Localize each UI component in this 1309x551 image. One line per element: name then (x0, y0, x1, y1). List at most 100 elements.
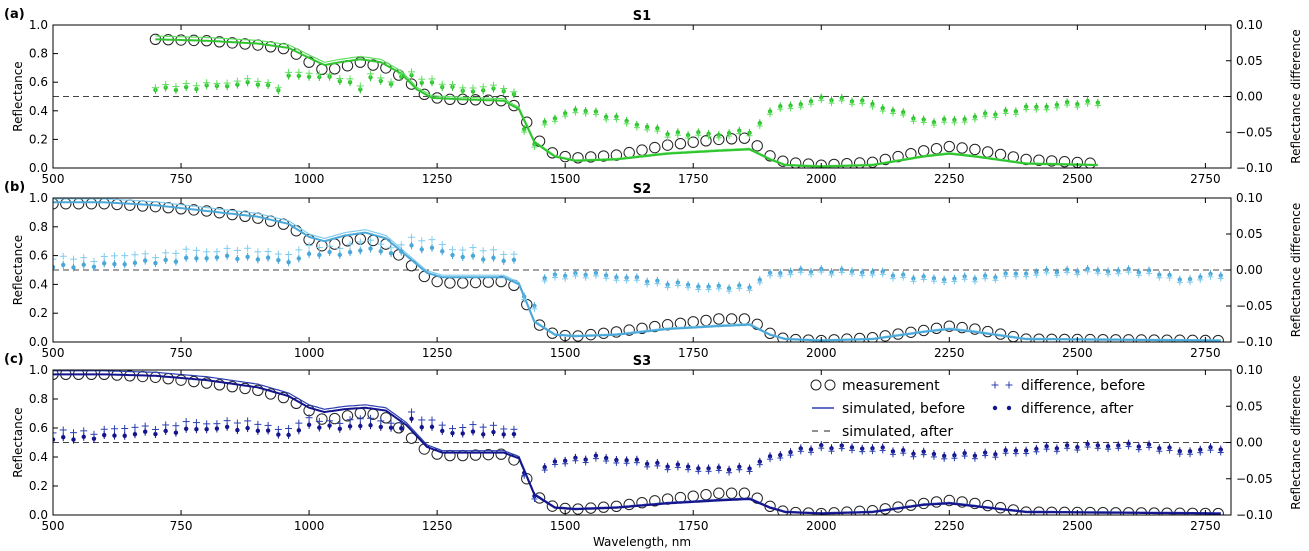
measurement-point (982, 499, 994, 512)
x-tick-label: 1250 (422, 172, 453, 186)
y2-tick-label: 0.10 (1236, 18, 1263, 32)
measurement-point (546, 147, 559, 159)
measurement-point (674, 137, 687, 150)
measurement-point (687, 316, 699, 328)
y-tick-label: 0.4 (29, 104, 48, 118)
y2-axis-label: Reflectance difference (1289, 29, 1303, 163)
y2-tick-label: 0.00 (1236, 263, 1263, 277)
panel-title: S2 (633, 182, 651, 197)
legend-marker-dot (992, 405, 998, 411)
x-tick-label: 1000 (294, 172, 325, 186)
x-tick-label: 2500 (1062, 172, 1093, 186)
x-tick-label: 2000 (806, 519, 837, 533)
simulated-before-line (155, 35, 1098, 167)
measurement-point (341, 410, 354, 422)
simulated-after-line (155, 38, 1098, 168)
y-tick-label: 0.2 (29, 306, 48, 320)
measurement-point (72, 198, 85, 210)
x-tick-label: 1750 (678, 519, 709, 533)
x-tick-label: 1750 (678, 346, 709, 360)
x-tick-label: 1000 (294, 346, 325, 360)
x-tick-label: 1500 (550, 519, 581, 533)
x-tick-label: 500 (42, 346, 65, 360)
x-tick-label: 1500 (550, 172, 581, 186)
measurement-point (533, 319, 546, 331)
x-tick-label: 2750 (1190, 519, 1221, 533)
y-tick-label: 0.0 (29, 508, 48, 522)
measurement-point (956, 321, 968, 334)
measurement-point (661, 139, 674, 151)
difference-after-series (53, 414, 1223, 501)
x-tick-label: 2000 (806, 346, 837, 360)
difference-before-series (151, 68, 1101, 151)
y-tick-label: 0.4 (29, 450, 48, 464)
measurement-point (111, 198, 123, 211)
y2-tick-label: 0.00 (1236, 436, 1263, 450)
measurement-point (841, 158, 853, 168)
measurement-point (85, 198, 98, 210)
y-tick-label: 0.6 (29, 421, 48, 435)
measurement-point (956, 142, 968, 154)
y-tick-label: 0.2 (29, 132, 48, 146)
y2-tick-label: 0.10 (1236, 191, 1263, 205)
measurement-point (469, 449, 482, 461)
measurement-point (316, 240, 328, 252)
legend: measurement difference, before simulated, … (810, 378, 1145, 440)
measurement-point (969, 497, 981, 510)
measurement-point (328, 412, 341, 425)
measurement-point (136, 200, 149, 212)
measurement-point (700, 489, 712, 501)
legend-marker-circle (824, 379, 836, 391)
measurement-point (930, 322, 943, 335)
x-tick-label: 2000 (806, 172, 837, 186)
measurement-point (751, 140, 763, 152)
panel-letter: (c) (4, 352, 24, 367)
x-tick-label: 2250 (934, 172, 965, 186)
measurement-point (969, 143, 981, 156)
measurement-point (482, 448, 495, 461)
y-tick-label: 0.6 (29, 75, 48, 89)
x-tick-label: 750 (170, 519, 193, 533)
panel-title: S3 (633, 354, 651, 369)
x-tick-label: 2500 (1062, 519, 1093, 533)
y-tick-label: 0.2 (29, 479, 48, 493)
y-tick-label: 1.0 (29, 18, 48, 32)
y2-tick-label: −0.10 (1236, 335, 1273, 349)
y-axis-label: Reflectance (11, 235, 25, 305)
y-tick-label: 0.0 (29, 335, 48, 349)
legend-label: simulated, after (842, 424, 953, 440)
legend-label: measurement (842, 378, 940, 394)
measurement-point (264, 388, 277, 400)
simulated-after-line (53, 201, 1221, 342)
difference-after-point (53, 437, 56, 442)
measurement-point (930, 496, 943, 508)
y2-tick-label: −0.05 (1236, 299, 1273, 313)
measurement-point (124, 199, 136, 211)
y2-tick-label: −0.10 (1236, 161, 1273, 175)
measurement-point (943, 140, 956, 153)
y2-axis-label: Reflectance difference (1289, 203, 1303, 337)
y2-tick-label: −0.05 (1236, 472, 1273, 486)
measurement-point (969, 323, 981, 335)
measurement-point (610, 326, 623, 338)
panel-s1: 500 750 1000 1250 1500 1750 2000 2250 2500 2750 0.… (4, 7, 1303, 186)
measurement-point (546, 327, 559, 339)
y-tick-label: 0.6 (29, 249, 48, 263)
measurement-point (239, 382, 251, 395)
measurement-point (725, 487, 738, 499)
y-tick-label: 0.0 (29, 161, 48, 175)
panel-title: S1 (633, 9, 651, 24)
difference-after-point (53, 264, 56, 270)
y-tick-label: 1.0 (29, 191, 48, 205)
measurement-point (930, 142, 943, 155)
measurement-point (943, 320, 956, 332)
y-tick-label: 0.4 (29, 277, 48, 291)
measurement-point (60, 198, 72, 210)
measurement-point (1033, 154, 1045, 166)
measurement-point (597, 150, 610, 162)
difference-after-series (53, 241, 1223, 310)
measurement-point (572, 152, 584, 164)
panel-s2: 500 750 1000 1250 1500 1750 2000 2250 2500 2750 0.… (4, 180, 1303, 360)
measurement-point (431, 275, 443, 288)
